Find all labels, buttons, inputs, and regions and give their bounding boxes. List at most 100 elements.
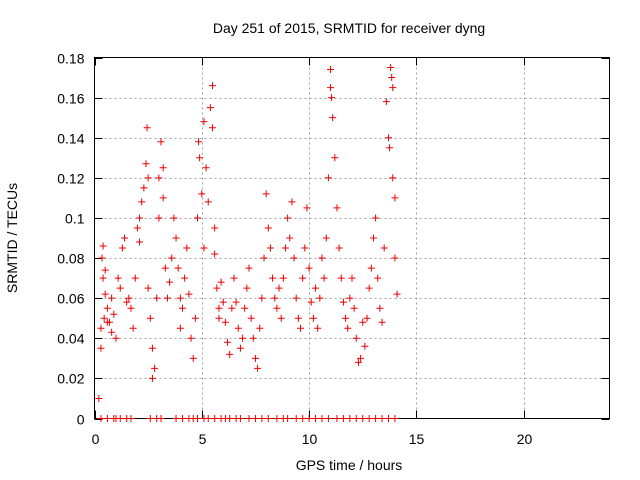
data-point: [155, 174, 163, 182]
data-point: [215, 314, 223, 322]
data-point: [157, 138, 165, 146]
data-point: [335, 244, 343, 252]
data-point: [98, 254, 106, 262]
data-point: [127, 415, 135, 422]
data-point: [176, 324, 184, 332]
data-point: [157, 415, 165, 422]
data-point: [331, 154, 339, 162]
data-point: [316, 294, 324, 302]
data-point: [245, 415, 253, 422]
data-point: [307, 298, 315, 306]
data-point: [333, 415, 341, 422]
data-point: [378, 318, 386, 326]
data-point: [297, 324, 304, 332]
data-point: [309, 314, 317, 322]
data-point: [378, 415, 386, 422]
data-point: [215, 304, 223, 312]
data-point: [380, 244, 388, 252]
data-point: [200, 118, 208, 126]
data-point: [151, 364, 159, 372]
data-point: [391, 415, 399, 422]
data-point: [191, 314, 199, 322]
data-point: [176, 294, 184, 302]
data-point: [101, 266, 109, 274]
y-tick-label: 0.12: [57, 171, 84, 187]
data-point: [106, 318, 114, 326]
data-point: [386, 144, 394, 152]
data-point: [183, 244, 191, 252]
data-point: [187, 334, 195, 342]
data-point: [354, 358, 362, 366]
data-point: [299, 415, 307, 422]
data-point: [97, 324, 105, 332]
data-point: [339, 415, 347, 422]
data-point: [258, 294, 266, 302]
data-point: [189, 354, 197, 362]
data-point: [273, 415, 281, 422]
grid-lines: [94, 57, 610, 419]
data-point: [389, 84, 397, 92]
data-point: [185, 290, 193, 298]
data-point: [170, 214, 178, 222]
data-point: [327, 84, 335, 92]
data-point: [269, 274, 277, 282]
data-point: [172, 234, 180, 242]
data-point: [344, 324, 352, 332]
data-point: [288, 198, 296, 206]
data-point: [271, 294, 279, 302]
y-tick-label: 0.18: [57, 51, 84, 67]
data-point: [209, 82, 217, 90]
data-point: [254, 364, 262, 372]
data-point: [116, 415, 124, 422]
data-point: [97, 344, 105, 352]
data-point: [281, 244, 289, 252]
data-point: [213, 284, 221, 292]
data-point: [206, 104, 214, 112]
data-point: [374, 274, 382, 282]
data-point: [221, 318, 229, 326]
x-tick-label: 15: [409, 431, 425, 447]
data-point: [361, 342, 369, 350]
axis-ticks: 0 0.02 0.04 0.06 0.08 0.1 0.12 0.14 0.16 0.18 0 5 10…: [57, 51, 610, 447]
data-point: [153, 294, 161, 302]
data-point: [318, 254, 326, 262]
data-point: [148, 374, 156, 382]
data-point: [314, 324, 322, 332]
data-point: [342, 314, 350, 322]
data-point: [262, 190, 270, 198]
data-point: [292, 294, 300, 302]
data-point: [357, 354, 365, 362]
data-point: [103, 415, 111, 422]
data-point: [219, 298, 227, 306]
data-point: [181, 274, 189, 282]
data-point: [217, 278, 225, 286]
data-point: [363, 314, 371, 322]
data-points: [95, 64, 401, 422]
data-point: [384, 415, 392, 422]
data-point: [232, 298, 240, 306]
data-point: [114, 274, 122, 282]
data-point: [376, 304, 384, 312]
y-tick-label: 0.08: [57, 251, 84, 267]
data-point: [391, 254, 399, 262]
data-point: [294, 314, 302, 322]
data-point: [121, 234, 129, 242]
data-point: [230, 274, 238, 282]
data-point: [286, 234, 294, 242]
data-point: [359, 415, 367, 422]
data-point: [236, 344, 244, 352]
data-point: [249, 334, 257, 342]
data-point: [318, 415, 326, 422]
data-point: [125, 294, 133, 302]
data-point: [327, 66, 335, 74]
data-point: [350, 304, 358, 312]
data-point: [339, 298, 347, 306]
data-point: [284, 415, 292, 422]
data-point: [264, 224, 272, 232]
data-point: [305, 264, 313, 272]
data-point: [200, 244, 208, 252]
data-point: [251, 415, 259, 422]
data-point: [359, 318, 367, 326]
data-point: [136, 238, 144, 246]
data-point: [95, 394, 103, 402]
